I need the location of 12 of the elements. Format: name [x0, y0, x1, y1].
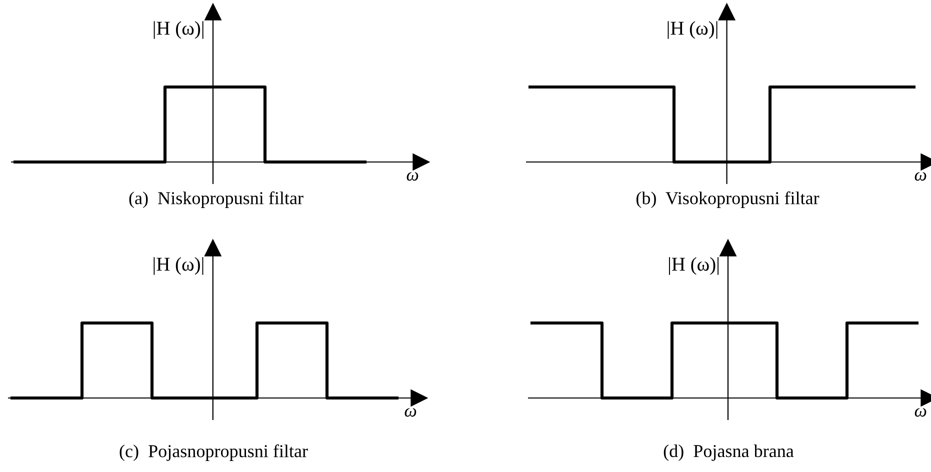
- x-axis-title: ω: [404, 408, 416, 417]
- x-axis-title: ω: [406, 172, 418, 181]
- y-axis-title: |H (ω)|: [668, 21, 718, 39]
- y-axis-title: |H (ω)|: [669, 257, 719, 275]
- y-axis-title: |H (ω)|: [154, 21, 204, 39]
- text: (c) Pojasnopropusni filtar: [120, 444, 308, 461]
- x-axis-title: ω: [914, 172, 926, 181]
- text: (d) Pojasna brana: [664, 444, 794, 461]
- text: (a) Niskopropusni filtar: [129, 191, 304, 208]
- text: (b) Visokopropusni filtar: [636, 191, 820, 208]
- y-axis-title: |H (ω)|: [154, 257, 204, 275]
- x-axis-title: ω: [914, 408, 926, 417]
